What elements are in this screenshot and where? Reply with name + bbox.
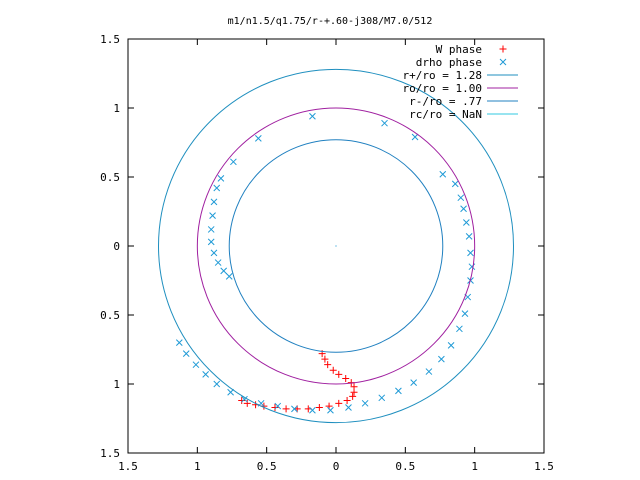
legend-label: r+/ro = 1.28 [403, 69, 482, 82]
x-tick-label: 0.5 [257, 460, 277, 473]
w-phase-point [342, 374, 350, 382]
w-phase-series [238, 350, 358, 413]
w-phase-point [238, 397, 246, 405]
y-tick-label: 0 [113, 240, 120, 253]
w-phase-point [282, 405, 290, 413]
drho-phase-point [213, 380, 221, 388]
circle-r-1-28 [158, 68, 514, 424]
drho-phase-point [361, 399, 369, 407]
drho-phase-point [274, 402, 282, 410]
y-tick-label: 1 [113, 102, 120, 115]
drho-phase-point [225, 273, 233, 280]
y-tick-label: 0.5 [100, 171, 120, 184]
w-phase-point [350, 388, 358, 396]
legend-label: rc/ro = NaN [409, 108, 482, 121]
drho-phase-point [468, 263, 476, 271]
legend-label: drho phase [416, 56, 482, 69]
drho-phase-point [210, 198, 218, 206]
drho-phase-point [309, 112, 316, 120]
drho-phase-series [175, 112, 476, 414]
w-phase-point [321, 355, 329, 363]
drho-phase-point [457, 194, 465, 202]
y-tick-label: 1.5 [100, 33, 120, 46]
w-phase-point [349, 392, 357, 400]
w-phase-point [243, 399, 251, 407]
drho-phase-point [425, 368, 433, 375]
drho-phase-point [309, 406, 316, 414]
drho-phase-point [451, 180, 459, 188]
drho-phase-point [461, 310, 469, 317]
drho-phase-point [175, 339, 183, 346]
drho-phase-point [230, 158, 237, 166]
circle-r-1 [196, 107, 476, 385]
legend-label: r-/ro = .77 [409, 95, 482, 108]
x-tick-label: 0 [333, 460, 340, 473]
drho-phase-point [378, 394, 386, 402]
y-tick-label: 1 [113, 378, 120, 391]
drho-phase-point [439, 170, 447, 178]
drho-phase-point [254, 135, 262, 142]
y-tick-label: 0.5 [100, 309, 120, 322]
drho-phase-point [202, 370, 210, 378]
drho-phase-point [217, 175, 225, 182]
chart-title: m1/n1.5/q1.75/r-+.60-j308/M7.0/512 [228, 16, 433, 27]
drho-phase-point [207, 238, 215, 246]
plot-area [158, 68, 514, 424]
x-tick-label: 0.5 [395, 460, 415, 473]
drho-phase-point [209, 212, 216, 219]
drho-phase-point [395, 387, 402, 395]
legend-marker-drho-phase [499, 58, 507, 66]
drho-phase-point [447, 342, 455, 349]
drho-phase-point [241, 395, 248, 403]
drho-phase-point [410, 379, 418, 386]
x-tick-label: 1.5 [118, 460, 138, 473]
w-phase-point [271, 403, 279, 411]
drho-phase-point [411, 133, 419, 141]
drho-phase-point [192, 361, 200, 369]
w-phase-point [335, 370, 343, 378]
drho-phase-point [462, 219, 470, 226]
origin-dot [335, 245, 337, 247]
drho-phase-point [227, 388, 234, 396]
drho-phase-point [210, 249, 218, 257]
x-tick-label: 1 [471, 460, 478, 473]
axes: 1.5 1 0.5 0 0.5 1 1.51.510.500.511.5 [100, 33, 554, 473]
x-tick-label: 1 [194, 460, 201, 473]
drho-phase-point [182, 350, 190, 357]
w-phase-point [335, 399, 343, 407]
x-tick-label: 1.5 [534, 460, 554, 473]
drho-phase-point [345, 404, 352, 411]
legend-label: ro/ro = 1.00 [403, 82, 482, 95]
y-tick-label: 1.5 [100, 447, 120, 460]
legend-label: W phase [436, 43, 482, 56]
drho-phase-point [220, 267, 228, 275]
w-phase-point [343, 397, 351, 405]
drho-phase-point [438, 355, 445, 363]
circle-r-0-77 [228, 139, 444, 353]
drho-phase-point [460, 205, 467, 213]
drho-phase-point [465, 232, 473, 240]
w-phase-point [324, 361, 332, 369]
drho-phase-point [214, 259, 222, 266]
drho-phase-point [291, 405, 298, 413]
drho-phase-point [207, 226, 215, 233]
drho-phase-point [381, 119, 388, 127]
drho-phase-point [327, 406, 334, 414]
w-phase-point [315, 403, 323, 411]
drho-phase-point [456, 325, 463, 333]
drho-phase-point [467, 249, 474, 257]
drho-phase-point [213, 184, 221, 192]
legend-marker-w-phase [499, 45, 507, 53]
w-phase-point [329, 366, 337, 374]
